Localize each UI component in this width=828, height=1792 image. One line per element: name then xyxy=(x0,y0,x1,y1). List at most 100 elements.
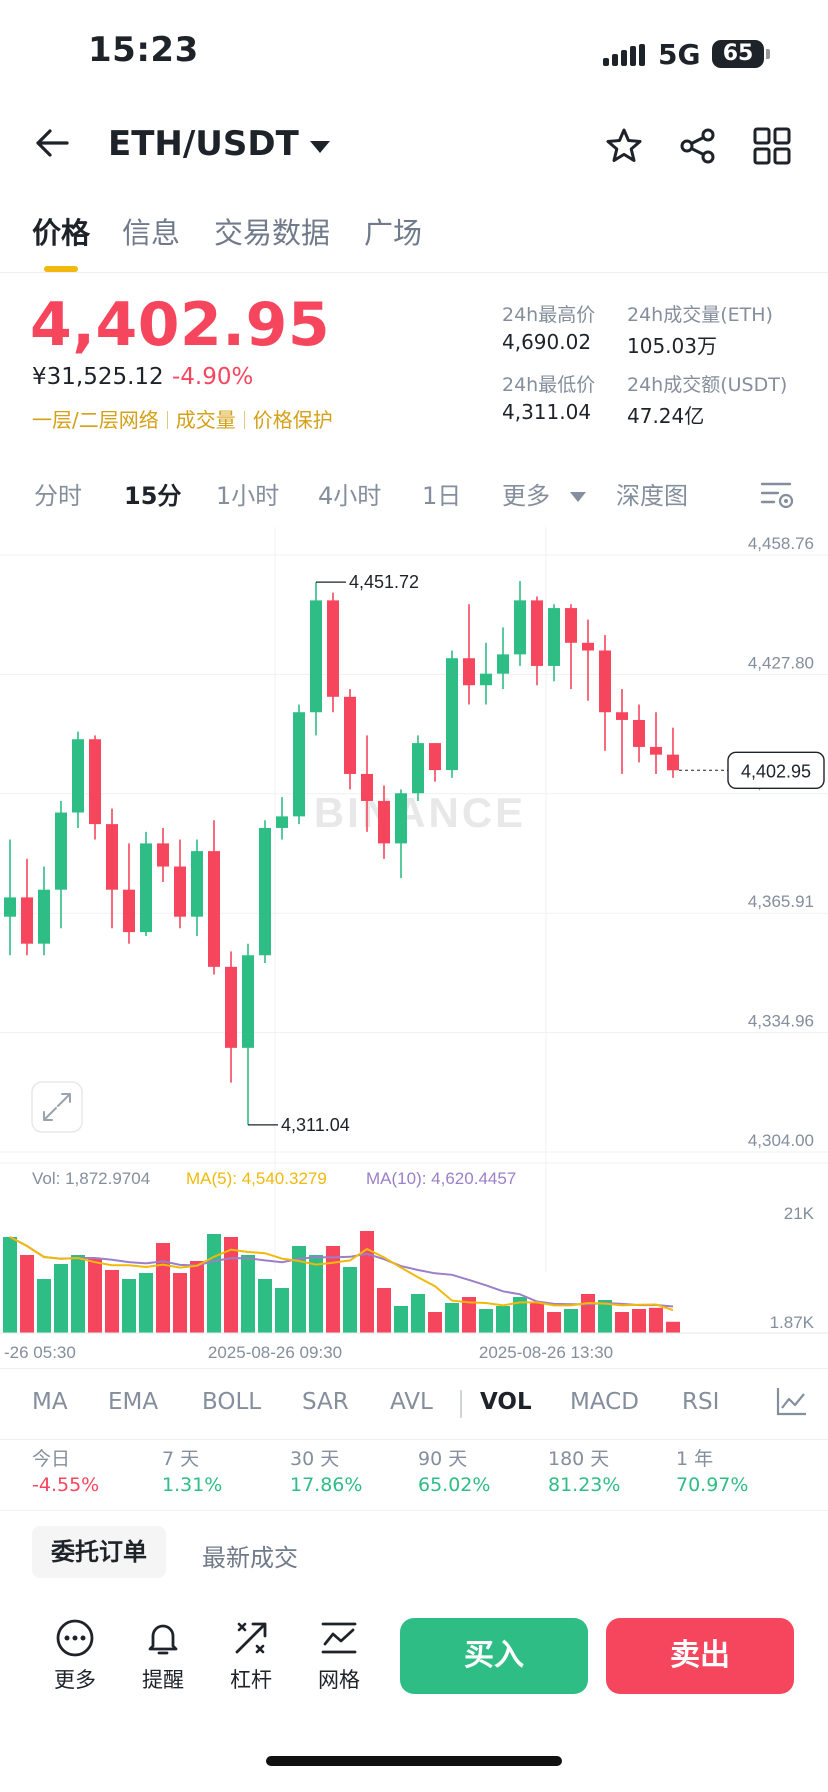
candle-body xyxy=(616,712,628,720)
tf-15m[interactable]: 15分 xyxy=(124,482,182,510)
volume-bar xyxy=(3,1237,17,1333)
grid-menu-icon[interactable] xyxy=(752,126,792,166)
tf-1h[interactable]: 1小时 xyxy=(216,482,280,510)
candle-body xyxy=(276,816,288,828)
last-price: 4,402.95 xyxy=(30,290,331,360)
candle-body xyxy=(191,851,203,917)
tf-4h[interactable]: 4小时 xyxy=(318,482,382,510)
candle-body xyxy=(480,673,492,686)
more-button[interactable]: 更多 xyxy=(40,1618,110,1694)
indicator-separator xyxy=(460,1390,462,1418)
perf-7d-value: 1.31% xyxy=(162,1474,223,1496)
tab-square[interactable]: 广场 xyxy=(364,216,423,250)
kline-chart[interactable]: 4,458.764,427.804,396.854,365.914,334.96… xyxy=(0,527,828,1367)
ind-macd[interactable]: MACD xyxy=(570,1389,639,1415)
leverage-button[interactable]: 杠杆 xyxy=(216,1618,286,1694)
candle-body xyxy=(174,866,186,917)
candle-body xyxy=(463,658,475,686)
candle-body xyxy=(344,696,356,774)
volume-bar xyxy=(496,1306,510,1333)
indicator-chart-icon[interactable] xyxy=(776,1386,808,1416)
candle-body xyxy=(429,743,441,771)
volume-bar xyxy=(513,1297,527,1333)
tab-trading-data[interactable]: 交易数据 xyxy=(214,216,331,250)
vol-ma5-label: MA(5): 4,540.3279 xyxy=(186,1169,327,1188)
expand-icon xyxy=(31,1081,83,1133)
ind-rsi[interactable]: RSI xyxy=(682,1389,720,1415)
price-axis-label: 4,458.76 xyxy=(748,534,814,553)
candle-body xyxy=(378,800,390,844)
candle-body xyxy=(650,746,662,755)
volume-bar xyxy=(445,1303,459,1333)
chart-settings-icon[interactable] xyxy=(760,480,794,510)
ind-vol[interactable]: VOL xyxy=(480,1389,532,1415)
pair-dropdown-icon[interactable] xyxy=(310,141,330,153)
perf-today-label: 今日 xyxy=(32,1448,71,1470)
tf-depth[interactable]: 深度图 xyxy=(616,482,688,510)
sell-button[interactable]: 卖出 xyxy=(606,1618,794,1694)
tf-1d[interactable]: 1日 xyxy=(422,482,462,510)
tab-info[interactable]: 信息 xyxy=(122,216,181,250)
candle-body xyxy=(514,600,526,655)
tab-latest-trades[interactable]: 最新成交 xyxy=(202,1544,298,1572)
volume-bar xyxy=(394,1306,408,1333)
volume-bar xyxy=(207,1234,221,1333)
candle-body xyxy=(548,608,560,666)
price-axis-label: 4,365.91 xyxy=(748,892,814,911)
candle-body xyxy=(4,897,16,917)
alert-button[interactable]: 提醒 xyxy=(128,1618,198,1694)
current-price-label: 4,402.95 xyxy=(741,761,811,781)
vol-eth-value: 105.03万 xyxy=(627,334,717,358)
price-cny: ¥31,525.12 xyxy=(32,364,164,390)
pair-title[interactable]: ETH/USDT xyxy=(108,124,299,164)
divider xyxy=(0,272,828,273)
perf-7d-label: 7 天 xyxy=(162,1448,200,1470)
volume-bar xyxy=(326,1246,340,1333)
star-icon[interactable] xyxy=(604,126,644,166)
tag-price-protection[interactable]: 价格保护 xyxy=(252,408,333,432)
perf-90d-label: 90 天 xyxy=(418,1448,468,1470)
vol-ma10-label: MA(10): 4,620.4457 xyxy=(366,1169,516,1188)
price-axis-label: 4,427.80 xyxy=(748,653,814,672)
candle-body xyxy=(72,739,84,813)
more-dropdown-icon[interactable] xyxy=(570,492,586,502)
timeframe-row: 分时 15分 1小时 4小时 1日 更多 深度图 xyxy=(0,476,828,526)
candle-body xyxy=(446,658,458,771)
volume-bar xyxy=(547,1312,561,1333)
watermark: BINANCE xyxy=(314,789,526,836)
candle-body xyxy=(38,889,50,944)
tag-volume[interactable]: 成交量 xyxy=(175,408,236,432)
volume-bar xyxy=(632,1309,646,1333)
leverage-label: 杠杆 xyxy=(230,1668,272,1692)
vol-ma10-line xyxy=(9,1236,674,1308)
share-icon[interactable] xyxy=(678,126,718,166)
tf-line[interactable]: 分时 xyxy=(34,482,82,510)
back-arrow-icon[interactable] xyxy=(34,128,70,158)
ind-ma[interactable]: MA xyxy=(32,1389,68,1415)
tag-layer-network[interactable]: 一层/二层网络 xyxy=(32,408,159,432)
tf-more[interactable]: 更多 xyxy=(502,482,550,510)
top-tabs: 价格 信息 交易数据 广场 xyxy=(0,210,828,272)
ind-avl[interactable]: AVL xyxy=(390,1389,433,1415)
candle-body xyxy=(242,955,254,1048)
grid-button[interactable]: 网格 xyxy=(304,1618,374,1694)
volume-bar xyxy=(615,1312,629,1333)
ind-sar[interactable]: SAR xyxy=(302,1389,349,1415)
buy-button[interactable]: 买入 xyxy=(400,1618,588,1694)
tab-price[interactable]: 价格 xyxy=(32,216,91,250)
low-marker-label: 4,311.04 xyxy=(281,1115,350,1135)
ind-ema[interactable]: EMA xyxy=(108,1389,159,1415)
perf-180d-value: 81.23% xyxy=(548,1474,621,1496)
price-axis-label: 4,334.96 xyxy=(748,1012,814,1031)
ind-boll[interactable]: BOLL xyxy=(202,1389,262,1415)
volume-bar xyxy=(428,1312,442,1333)
volume-bar xyxy=(530,1303,544,1333)
high-marker-label: 4,451.72 xyxy=(349,572,419,592)
low-label: 24h最低价 xyxy=(502,374,596,396)
low-value: 4,311.04 xyxy=(502,400,592,424)
network-label: 5G xyxy=(658,38,701,71)
volume-bar xyxy=(666,1321,680,1333)
battery-tip xyxy=(766,49,770,59)
tab-open-orders[interactable]: 委托订单 xyxy=(32,1526,166,1578)
candle-body xyxy=(497,654,509,674)
